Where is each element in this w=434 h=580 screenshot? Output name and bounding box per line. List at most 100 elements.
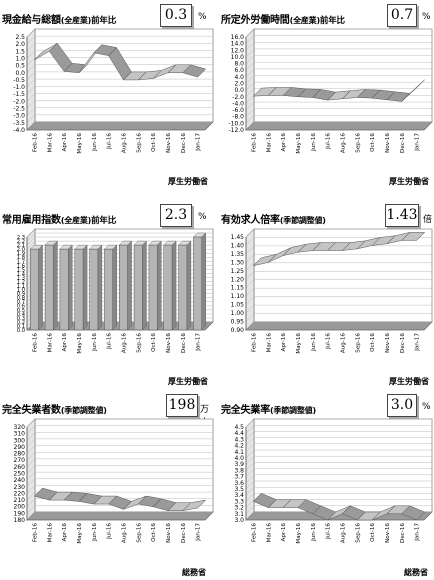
x-tick-label: Apr-16: [281, 333, 287, 352]
bar-side: [53, 240, 58, 331]
gridline-side: [245, 511, 255, 521]
y-tick-label: 1.7: [17, 259, 25, 265]
data-point: [416, 511, 425, 521]
gridline-side: [245, 279, 255, 288]
data-point: [108, 495, 117, 505]
data-point: [34, 487, 43, 497]
bar: [59, 248, 69, 331]
x-tick-label: Feb-16: [32, 133, 38, 152]
gridline-side: [26, 452, 36, 461]
x-tick-label: Feb-16: [251, 133, 257, 152]
bar-side: [127, 240, 132, 331]
gridline-side: [26, 485, 36, 494]
x-tick-label: Jun-16: [92, 333, 98, 352]
chart-panel-wage: 現金給与総額(全産業)前年比 0.3 % -4.0 -3.5 -3.0 -2.5 -2.…: [0, 0, 215, 190]
y-tick-label: -10.0: [228, 120, 244, 127]
data-point: [282, 87, 292, 96]
gridline-side: [26, 471, 36, 481]
value-box: 1.43: [385, 204, 419, 227]
chart-wage: -4.0-3.5-3.0-2.5-2.0-1.5-1.0-0.50.00.51.…: [13, 28, 214, 154]
chart-panel-employment: 常用雇用指数(全産業)前年比 2.3 % 0.0 0.1 0.2 0.3 0.4 0.5 0…: [0, 200, 215, 390]
bar: [44, 244, 54, 331]
y-tick-label: 190: [14, 510, 26, 517]
y-tick-label: 3.1: [234, 511, 244, 518]
gridline-side: [245, 321, 255, 331]
chart-panel-unemployment-rate: 完全失業率(季節調整値) 3.0 % 3.0 3.1 3.2 3.3 3.4 3.5 3.6…: [219, 390, 434, 580]
bar-side: [157, 240, 162, 331]
data-point: [401, 232, 410, 241]
bar-side: [112, 244, 117, 331]
y-tick-label: 3.5: [234, 486, 244, 493]
x-tick-label: Feb-16: [251, 523, 257, 542]
x-tick-label: Mar-16: [47, 523, 53, 543]
x-tick-label: Nov-16: [385, 133, 391, 153]
gridline-side: [26, 458, 36, 468]
data-point: [282, 499, 292, 508]
bar: [30, 248, 39, 331]
gridline-side: [26, 100, 36, 109]
y-tick-label: 4.3: [234, 436, 244, 443]
y-tick-label: 0.1: [17, 324, 25, 330]
y-tick-label: 1.40: [231, 242, 245, 249]
bar-side: [171, 240, 177, 331]
data-point: [416, 232, 425, 241]
x-tick-label: Sep-16: [355, 523, 361, 543]
y-tick-label: 1.20: [231, 276, 245, 283]
data-point: [327, 242, 336, 251]
source-label: 厚生労働省: [168, 177, 208, 186]
gridline-side: [26, 121, 36, 131]
y-tick-label: 1.4: [17, 271, 26, 277]
y-tick-label: 2.3: [17, 235, 25, 241]
x-tick-label: Jun-16: [92, 133, 98, 152]
y-tick-label: 2.5: [15, 34, 25, 41]
gridline-side: [26, 71, 36, 81]
y-tick-label: 260: [14, 464, 26, 471]
data-point: [297, 88, 307, 97]
y-tick-label: 1.35: [231, 251, 245, 258]
data-point: [357, 240, 366, 249]
gridline-side: [245, 271, 255, 280]
gridline-side: [245, 262, 255, 271]
y-tick-label: 1.2: [17, 279, 25, 285]
gridline-side: [26, 432, 36, 441]
data-point: [371, 511, 381, 521]
bar-side: [186, 240, 192, 331]
gridline-side: [245, 245, 255, 255]
data-point: [401, 505, 410, 514]
y-tick-label: 14.0: [231, 41, 245, 48]
x-tick-label: Sep-16: [136, 333, 142, 353]
panel-title: 所定外労働時間(全産業)前年比: [221, 15, 345, 26]
source-label: 厚生労働省: [389, 177, 429, 186]
x-tick-label: Aug-16: [121, 523, 127, 543]
y-tick-label: 1.15: [231, 285, 245, 292]
y-tick-label: -6.0: [232, 107, 244, 114]
y-tick-label: 3.0: [234, 517, 244, 524]
y-tick-label: 1.0: [17, 288, 25, 294]
bar: [163, 244, 173, 331]
data-point: [357, 89, 366, 98]
gridline-side: [245, 28, 255, 38]
y-tick-label: 4.4: [234, 430, 244, 437]
x-tick-label: Nov-16: [385, 523, 391, 543]
chart-panel-job-ratio: 有効求人倍率(季節調整値) 1.43 倍 0.90 0.95 1.00 1.05 1.1…: [219, 200, 434, 390]
data-point: [167, 64, 177, 73]
x-tick-label: Dec-16: [400, 133, 406, 153]
x-tick-label: Dec-16: [181, 333, 187, 353]
gridline-side: [26, 418, 36, 428]
y-tick-label: 1.1: [17, 284, 25, 290]
plot-back-wall: [253, 418, 433, 513]
x-tick-label: Oct-16: [151, 523, 157, 542]
y-tick-label: 1.10: [231, 293, 245, 300]
x-tick-label: Jan-17: [415, 133, 421, 152]
y-tick-label: 1.45: [231, 234, 245, 241]
gridline-side: [26, 232, 36, 242]
value-box: 0.3: [160, 4, 192, 27]
data-point: [197, 499, 206, 509]
x-tick-label: Nov-16: [166, 333, 172, 353]
plot-floor: [245, 321, 433, 331]
y-tick-label: 290: [14, 444, 26, 451]
gridline-side: [245, 121, 255, 131]
data-point: [253, 493, 262, 502]
gridline-side: [245, 115, 255, 124]
data-point: [327, 91, 336, 101]
